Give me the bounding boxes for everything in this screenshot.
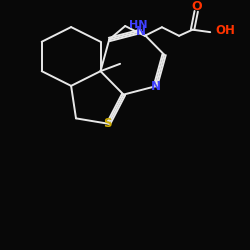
Text: N: N: [150, 80, 160, 93]
Text: HN: HN: [129, 20, 147, 30]
Text: N: N: [136, 25, 146, 38]
Text: OH: OH: [215, 24, 235, 38]
Text: S: S: [103, 117, 112, 130]
Text: O: O: [191, 0, 202, 14]
